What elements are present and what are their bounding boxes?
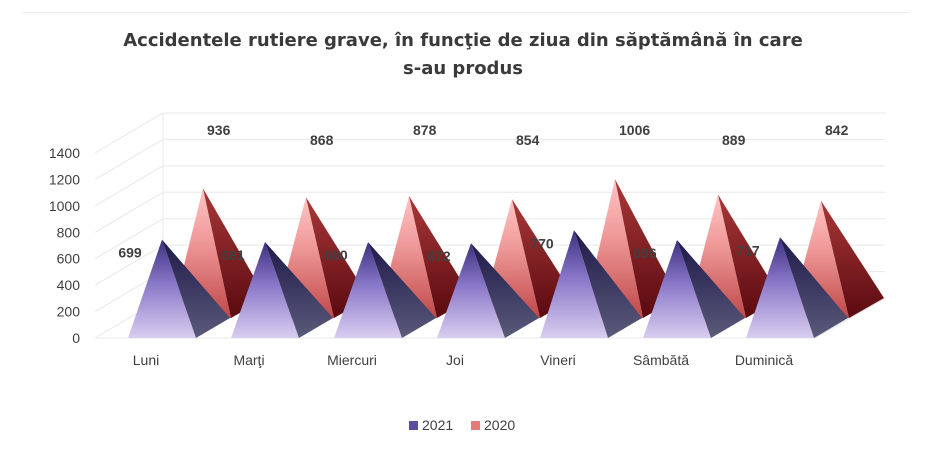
- x-tick-label-vineri: Vineri: [540, 352, 576, 368]
- legend-label-2020: 2020: [484, 417, 515, 433]
- y-tick-label: 800: [57, 224, 81, 240]
- y-tick-label: 1000: [49, 198, 80, 214]
- y-tick-label: 0: [72, 330, 80, 346]
- pyramid-face-right: [162, 239, 230, 338]
- pyramid-2021-miercuri: [334, 242, 436, 338]
- data-label-2020-vineri: 1006: [619, 122, 650, 138]
- x-tick-label-marti: Marţi: [233, 352, 264, 368]
- data-label-2020-joi: 854: [516, 132, 540, 148]
- legend-swatch-2020: [471, 421, 480, 430]
- pyramid-face-right: [821, 200, 884, 318]
- plot-area: 936 699 868 681 878 680 854 672 1006 770 889 696 842…: [118, 122, 884, 338]
- side-gridline: [94, 138, 164, 180]
- pyramid-2021-luni: [128, 239, 230, 338]
- side-gridline: [94, 191, 164, 233]
- pyramid-face-right: [368, 242, 436, 338]
- pyramid-2021-sambata: [643, 240, 745, 338]
- floor-right-edge: [814, 297, 886, 339]
- pyramid-face-left: [746, 237, 814, 338]
- data-label-2021-vineri: 770: [530, 235, 554, 251]
- x-tick-label-sambata: Sâmbătă: [633, 352, 689, 368]
- y-tick-label: 1400: [49, 145, 80, 161]
- pyramid-face-left: [128, 239, 196, 338]
- chart-title-line-2: s-au produs: [403, 58, 523, 79]
- x-tick-label-miercuri: Miercuri: [327, 352, 377, 368]
- legend-swatch-2021: [409, 421, 418, 430]
- x-tick-label-joi: Joi: [446, 352, 464, 368]
- data-label-2021-duminica: 717: [736, 242, 760, 258]
- pyramid-face-left: [437, 243, 505, 338]
- y-tick-label: 600: [57, 251, 81, 267]
- data-label-2021-sambata: 696: [633, 245, 657, 261]
- y-tick-label: 200: [57, 304, 81, 320]
- data-label-2020-sambata: 889: [722, 132, 746, 148]
- top-divider: [22, 12, 910, 13]
- pyramid-face-left: [334, 242, 402, 338]
- data-label-2021-miercuri: 680: [324, 247, 348, 263]
- side-gridline: [94, 165, 164, 207]
- y-axis: 0 200 400 600 800 1000 1200 1400: [49, 145, 80, 346]
- y-tick-label: 400: [57, 277, 81, 293]
- data-label-2020-marti: 868: [310, 132, 334, 148]
- pyramid-2021-duminica: [746, 237, 848, 338]
- x-tick-label-luni: Luni: [133, 352, 159, 368]
- legend-label-2021: 2021: [422, 417, 453, 433]
- data-label-2021-marti: 681: [221, 247, 245, 263]
- pyramid-face-left: [231, 242, 299, 338]
- side-gridline: [94, 112, 164, 154]
- legend: 2021 2020: [409, 417, 515, 433]
- pyramid-2021-vineri: [540, 230, 642, 338]
- pyramid-face-left: [643, 240, 711, 338]
- side-gridline: [94, 218, 164, 260]
- y-tick-label: 1200: [49, 171, 80, 187]
- chart-title-line-1: Accidentele rutiere grave, în funcţie de…: [123, 30, 803, 51]
- pyramid-face-right: [265, 242, 333, 338]
- data-label-2021-joi: 672: [427, 248, 451, 264]
- x-axis: Luni Marţi Miercuri Joi Vineri Sâmbătă Duminic…: [133, 352, 794, 368]
- data-label-2020-luni: 936: [207, 122, 231, 138]
- side-gridline: [94, 244, 164, 286]
- data-label-2020-duminica: 842: [825, 122, 849, 138]
- pyramid-2021-marti: [231, 242, 333, 338]
- data-label-2021-luni: 699: [118, 245, 142, 261]
- pyramid-2021-joi: [437, 243, 539, 338]
- data-label-2020-miercuri: 878: [413, 122, 437, 138]
- pyramid-face-right: [677, 240, 745, 338]
- pyramid-face-right: [780, 237, 848, 338]
- pyramid-face-left: [540, 230, 608, 338]
- pyramid-face-right: [574, 230, 642, 338]
- pyramid-face-right: [471, 243, 539, 338]
- x-tick-label-duminica: Duminică: [735, 352, 794, 368]
